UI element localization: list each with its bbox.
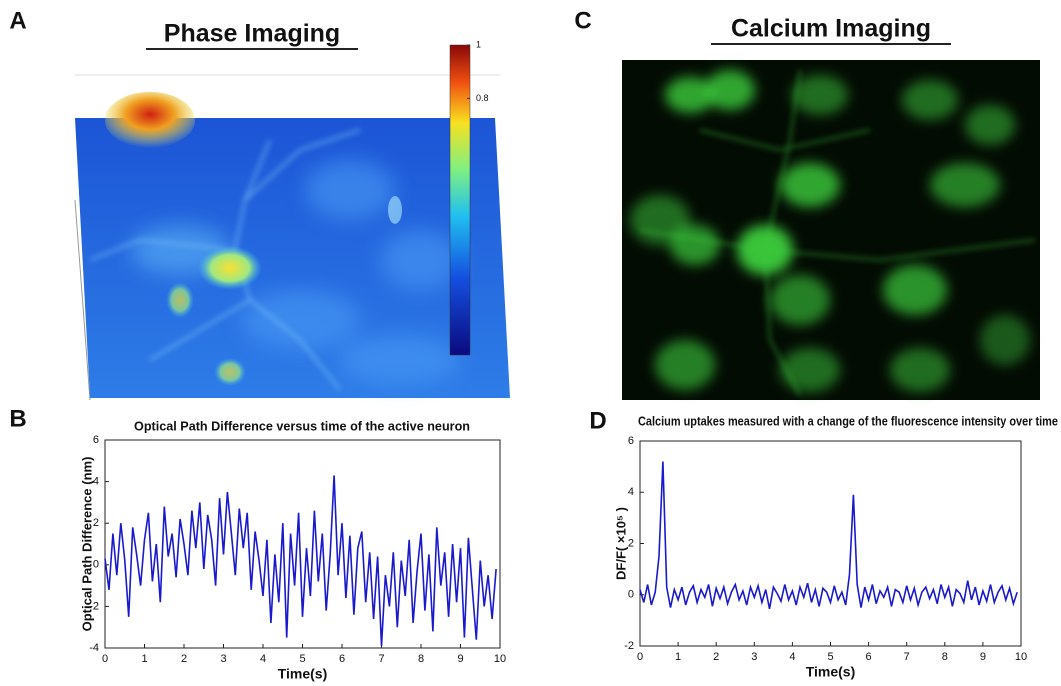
colorbar-tick-label: 0.8 — [476, 93, 489, 103]
y-tick-label: 0 — [628, 589, 634, 601]
x-tick-label: 7 — [904, 651, 910, 663]
x-tick-label: 1 — [141, 653, 147, 665]
y-tick-label: 2 — [93, 517, 99, 529]
phase-image — [74, 74, 510, 401]
y-tick-label: 6 — [628, 435, 634, 447]
y-axis-label: DF/F( ×10⁵ ) — [613, 507, 628, 580]
x-tick-label: 0 — [637, 651, 643, 663]
y-tick-label: 6 — [93, 434, 99, 446]
y-tick-label: 4 — [628, 486, 634, 498]
x-tick-label: 10 — [494, 653, 506, 665]
colorbar — [449, 44, 471, 356]
x-tick-label: 9 — [457, 653, 463, 665]
calcium-image — [622, 60, 1040, 400]
x-tick-label: 7 — [378, 653, 384, 665]
colorbar-tick-label: 1 — [476, 39, 481, 49]
panel-title: Calcium Imaging — [731, 15, 931, 43]
x-tick-label: 3 — [751, 651, 757, 663]
x-tick-label: 5 — [299, 653, 305, 665]
panel-label: B — [9, 405, 26, 432]
x-tick-label: 3 — [220, 653, 226, 665]
x-axis-label: Time(s) — [806, 664, 856, 680]
panel-label: D — [589, 407, 606, 434]
x-tick-label: 6 — [866, 651, 872, 663]
x-tick-label: 9 — [980, 651, 986, 663]
y-tick-label: 2 — [628, 537, 634, 549]
x-tick-label: 2 — [181, 653, 187, 665]
y-axis-label: Optical Path Difference (nm) — [79, 457, 94, 632]
y-tick-label: -4 — [89, 642, 99, 654]
data-line — [104, 475, 497, 646]
chart-title: Calcium uptakes measured with a change o… — [638, 413, 1058, 428]
x-tick-label: 1 — [675, 651, 681, 663]
x-tick-label: 0 — [102, 653, 108, 665]
plot-frame — [639, 440, 1022, 647]
panel-label: A — [9, 7, 26, 34]
y-tick-label: 0 — [93, 559, 99, 571]
panel-title: Phase Imaging — [164, 20, 340, 48]
x-tick-label: 8 — [942, 651, 948, 663]
x-axis-label: Time(s) — [278, 666, 328, 682]
x-tick-label: 6 — [339, 653, 345, 665]
x-tick-label: 4 — [260, 653, 266, 665]
chart-title: Optical Path Difference versus time of t… — [134, 418, 470, 433]
y-tick-label: -2 — [624, 640, 634, 652]
x-tick-label: 8 — [418, 653, 424, 665]
x-tick-label: 4 — [789, 651, 795, 663]
x-tick-label: 5 — [827, 651, 833, 663]
x-tick-label: 10 — [1015, 651, 1027, 663]
x-tick-label: 2 — [713, 651, 719, 663]
panel-label: C — [574, 7, 591, 34]
y-tick-label: 4 — [93, 476, 99, 488]
y-tick-label: -2 — [89, 600, 99, 612]
data-line — [639, 461, 1018, 609]
